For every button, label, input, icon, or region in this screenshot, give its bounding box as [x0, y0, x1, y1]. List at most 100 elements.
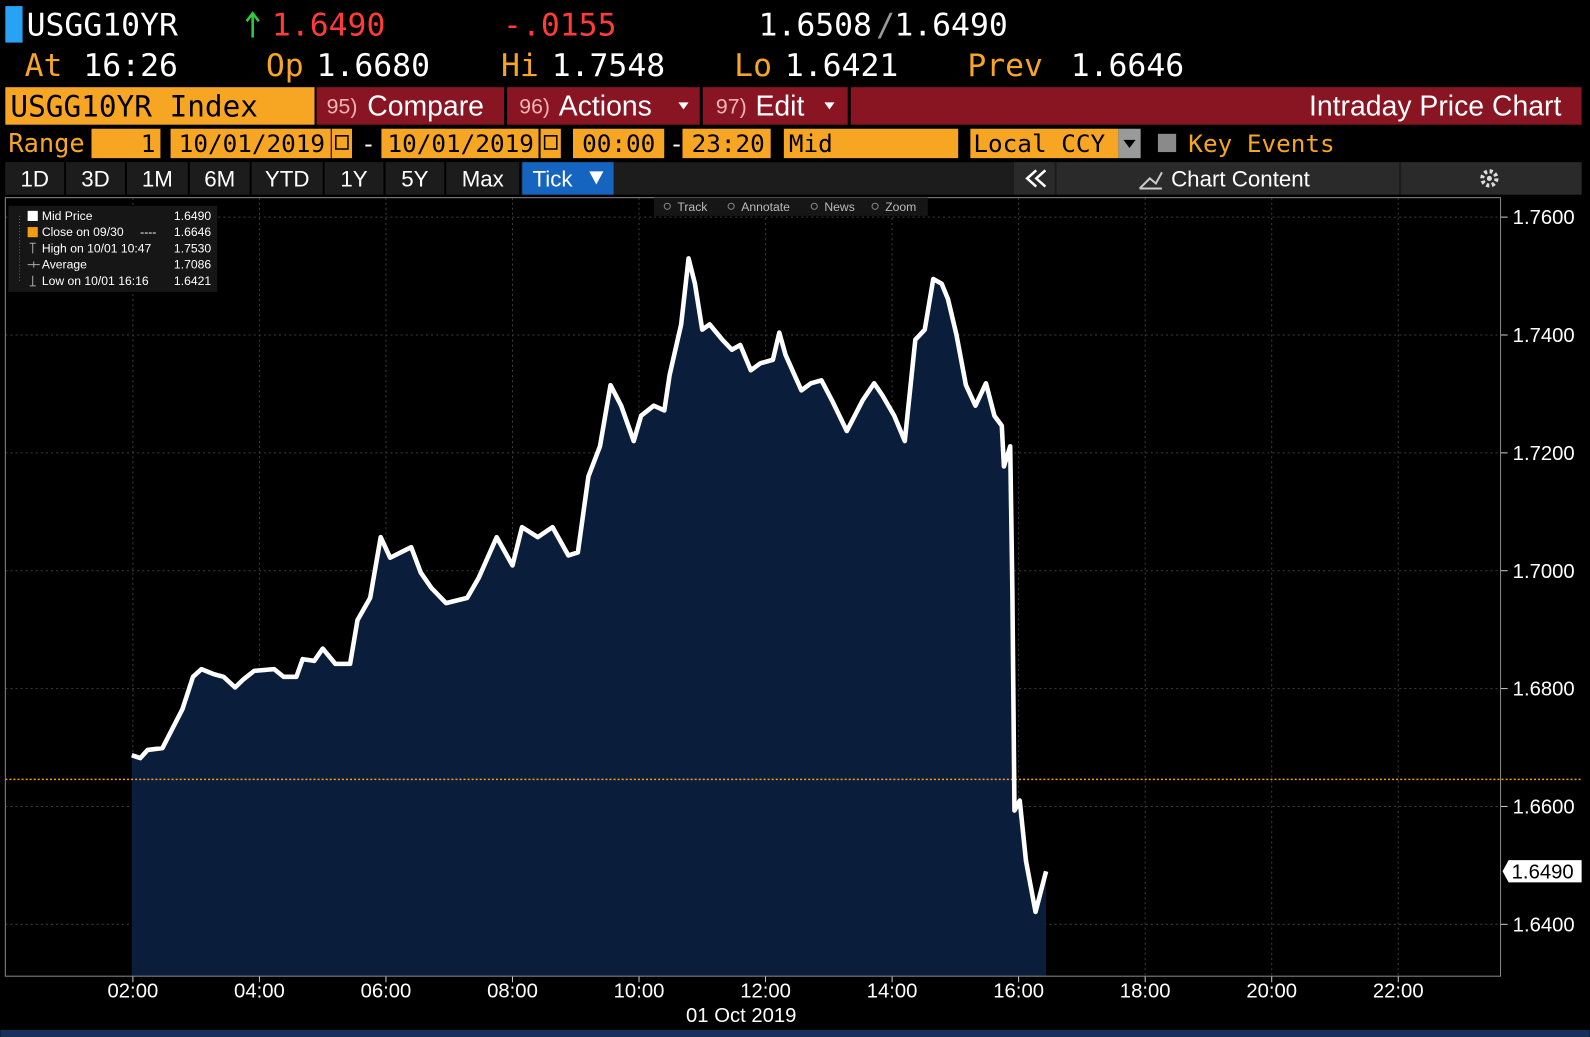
area [131, 258, 1047, 977]
gear-icon [1480, 169, 1499, 188]
legend-icon [29, 242, 36, 254]
tab-label[interactable]: 3D [81, 167, 110, 192]
tab[interactable] [324, 162, 384, 195]
toolbar-item[interactable]: Zoom [885, 200, 916, 214]
calendar-icon [335, 135, 349, 150]
tab[interactable] [446, 162, 520, 195]
tab-label[interactable]: YTD [265, 167, 310, 192]
y-tick-label: 1.7200 [1513, 443, 1575, 465]
legend-icon [29, 275, 36, 287]
security-box[interactable] [5, 87, 315, 125]
x-tick-label: 08:00 [487, 980, 538, 1002]
dropdown-arrow [824, 102, 835, 110]
quote-value: 1.6646 [1071, 48, 1184, 84]
quote-value: 16:26 [83, 48, 178, 84]
quote-value: 1.7548 [552, 48, 665, 84]
tab[interactable] [251, 162, 323, 195]
y-tick-label: 1.6600 [1513, 797, 1575, 819]
quote-label: Lo [734, 48, 772, 84]
last-price: 1.6490 [272, 7, 385, 43]
input-field[interactable] [970, 128, 1119, 159]
legend-label: Close on 09/30 [42, 225, 124, 239]
menu-button[interactable] [316, 87, 505, 125]
chart-content-button[interactable] [1056, 162, 1400, 195]
input-field[interactable] [170, 128, 331, 159]
legend-style: ---- [140, 225, 156, 239]
field-text[interactable]: 1 [141, 129, 156, 158]
chart-toolbar [654, 197, 928, 216]
tab[interactable] [126, 162, 188, 195]
legend-swatch [27, 227, 38, 238]
legend-value: 1.7086 [174, 258, 211, 272]
x-tick-label: 04:00 [234, 980, 285, 1002]
screen-title: Intraday Price Chart [1309, 91, 1561, 123]
toolbar-icon [810, 202, 818, 210]
menu-number[interactable]: 96) [519, 95, 550, 119]
bottom-strip [0, 1029, 1590, 1037]
menu-label[interactable]: Compare [367, 91, 484, 123]
quote-label: At [25, 48, 63, 84]
y-tick-label: 1.7000 [1513, 561, 1575, 583]
x-axis-label: 01 Oct 2019 [686, 1005, 796, 1027]
calendar-button[interactable] [331, 128, 353, 159]
up-arrow [245, 11, 260, 38]
field-text[interactable]: 00:00 [582, 129, 655, 158]
tab[interactable] [66, 162, 125, 195]
menu-label[interactable]: Edit [755, 91, 804, 123]
toolbar-item[interactable]: News [824, 200, 854, 214]
dropdown-arrow [678, 102, 689, 110]
last-value-box [1502, 860, 1582, 883]
toolbar-item[interactable]: Annotate [741, 200, 790, 214]
bid: 1.6508 [759, 7, 872, 43]
tab-label[interactable]: Max [462, 167, 504, 192]
gear-icon [1486, 175, 1492, 181]
tab-label[interactable]: 1Y [340, 167, 367, 192]
input-field[interactable] [682, 128, 771, 159]
toolbar-item[interactable]: Track [677, 200, 708, 214]
tab-label[interactable]: 5Y [401, 167, 428, 192]
x-tick-label: 18:00 [1120, 980, 1171, 1002]
collapse-button[interactable] [1013, 162, 1055, 195]
checkbox[interactable] [1157, 133, 1177, 153]
input-field[interactable] [783, 128, 959, 159]
tab-label[interactable]: 1M [142, 167, 173, 192]
menu-number[interactable]: 95) [327, 95, 358, 119]
input-field[interactable] [381, 128, 539, 159]
field-text[interactable]: 10/01/2019 [179, 129, 325, 158]
menu-button[interactable] [507, 87, 700, 125]
checkbox-label[interactable]: Key Events [1188, 129, 1334, 158]
menu-number[interactable]: 97) [716, 95, 747, 119]
tab-label[interactable]: 1D [20, 167, 49, 192]
x-tick-label: 14:00 [867, 980, 918, 1002]
x-tick-label: 22:00 [1373, 980, 1424, 1002]
legend-value: 1.6490 [174, 209, 211, 223]
toolbar-icon [663, 202, 671, 210]
quote-value: 1.6421 [785, 48, 898, 84]
tab[interactable] [5, 162, 65, 195]
field-text[interactable]: Local CCY [973, 129, 1105, 158]
field-text[interactable]: 23:20 [692, 129, 765, 158]
last-value-label: 1.6490 [1512, 861, 1574, 883]
x-tick-label: 20:00 [1246, 980, 1297, 1002]
tab-label[interactable]: Tick [532, 167, 573, 192]
legend-value: 1.6421 [174, 274, 211, 288]
legend-value: 1.6646 [174, 225, 211, 239]
input-field[interactable] [91, 128, 161, 159]
legend-box [8, 205, 218, 292]
menu-button[interactable] [702, 87, 848, 125]
tab[interactable] [189, 162, 250, 195]
menu-label[interactable]: Actions [559, 91, 652, 123]
legend-value: 1.7530 [174, 241, 211, 255]
field-text[interactable]: 10/01/2019 [387, 129, 533, 158]
tab[interactable] [385, 162, 445, 195]
price-line [131, 256, 1049, 915]
field-text[interactable]: Mid [789, 129, 833, 158]
ask: 1.6490 [894, 7, 1007, 43]
calendar-button[interactable] [540, 128, 561, 159]
x-tick-label: 06:00 [361, 980, 412, 1002]
chart-content-label[interactable]: Chart Content [1171, 167, 1311, 192]
security[interactable]: USGG10YR Index [10, 90, 258, 124]
input-field[interactable] [573, 128, 665, 159]
tab-label[interactable]: 6M [204, 167, 235, 192]
legend-icon [27, 261, 40, 268]
